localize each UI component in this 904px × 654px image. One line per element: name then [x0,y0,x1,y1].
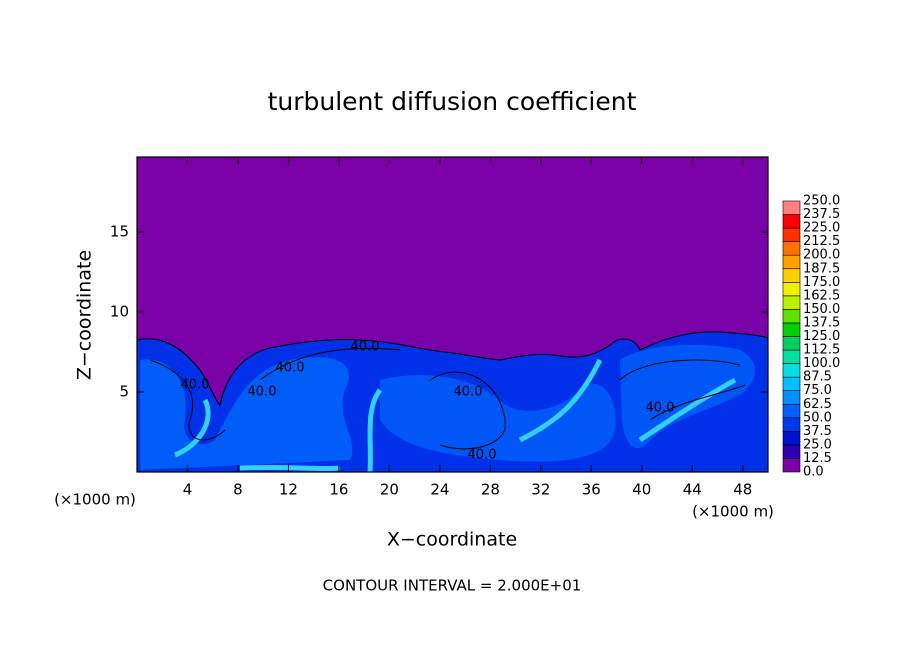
colorbar-band [782,458,801,473]
colorbar-label: 0.0 [803,465,824,480]
colorbar-label: 100.0 [803,356,840,371]
y-tick-label: 15 [110,223,129,241]
x-tick-label: 44 [683,481,702,499]
colorbar-label: 25.0 [803,437,832,452]
colorbar-label: 175.0 [803,275,840,290]
colorbar-band [782,349,801,364]
colorbar-label: 75.0 [803,383,832,398]
y-tick-label: 5 [119,383,129,401]
contour-label: 40.0 [351,340,380,355]
colorbar-band [782,444,801,459]
x-axis-label: X−coordinate [387,529,517,551]
x-tick-label: 16 [329,481,348,499]
contour-label: 40.0 [646,401,675,416]
colorbar-label: 50.0 [803,410,832,425]
contour-label: 40.0 [454,385,483,400]
x-unit-label: (×1000 m) [692,503,774,521]
colorbar-label: 200.0 [803,248,840,263]
x-tick-label: 40 [632,481,651,499]
contour-label: 40.0 [276,361,305,376]
x-tick-label: 20 [380,481,399,499]
plot-frame [136,156,769,473]
colorbar-band [782,227,801,242]
eddy-light [620,344,755,449]
colorbar-label: 62.5 [803,397,832,412]
colorbar-label: 125.0 [803,329,840,344]
colorbar-band [782,254,801,270]
colorbar-band [782,390,801,405]
x-tick-label: 24 [430,481,449,499]
colorbar-band [782,336,801,351]
colorbar-band [782,431,801,446]
x-tick-label: 4 [183,481,193,499]
colorbar-band [782,241,801,256]
contour-interval: CONTOUR INTERVAL = 2.000E+01 [323,577,582,595]
x-tick-label: 36 [582,481,601,499]
colorbar-label: 112.5 [803,343,840,358]
colorbar-label: 12.5 [803,451,832,466]
eddy-light [380,375,616,462]
colorbar-label: 212.5 [803,234,840,249]
x-tick-label: 28 [481,481,500,499]
colorbar-label: 237.5 [803,207,840,222]
streak [173,358,737,472]
colorbar-band [782,281,801,297]
y-axis-label: Z−coordinate [74,250,96,380]
colorbar-band [782,295,801,310]
x-tick-label: 48 [733,481,752,499]
colorbar-band [782,376,801,391]
colorbar-band [782,403,801,419]
contour-label: 40.0 [248,385,277,400]
colorbar-label: 37.5 [803,424,832,439]
colorbar-band [782,214,801,229]
x-tick-label: 32 [531,481,550,499]
x-unit-label: (×1000 m) [54,491,136,509]
colorbar-label: 225.0 [803,221,840,236]
colorbar-label: 150.0 [803,302,840,317]
colorbar-band [782,363,801,378]
colorbar-band [782,322,801,337]
x-tick-label: 12 [279,481,298,499]
field [137,157,768,472]
colorbar-label: 137.5 [803,315,840,330]
colorbar-label: 162.5 [803,288,840,303]
colorbar-band [782,200,801,215]
colorbar-label: 87.5 [803,370,832,385]
x-tick-label: 8 [233,481,243,499]
y-tick-label: 10 [110,303,129,321]
colorbar-label: 250.0 [803,194,840,209]
contour-label: 40.0 [181,378,210,393]
colorbar-label: 187.5 [803,261,840,276]
colorbar-band [782,309,801,324]
chart-title: turbulent diffusion coefficient [268,87,637,116]
contour-label: 40.0 [468,448,497,463]
colorbar-band [782,268,801,283]
colorbar-band [782,417,801,432]
contour-line [149,347,746,450]
